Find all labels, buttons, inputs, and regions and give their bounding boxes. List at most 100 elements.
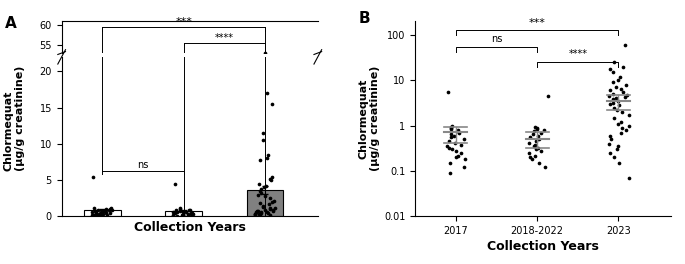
Point — [608, 155, 619, 159]
Point — [95, 210, 106, 214]
Point — [260, 208, 271, 213]
Point — [168, 210, 179, 214]
Point — [267, 200, 278, 204]
Point — [98, 209, 109, 214]
Point — [181, 260, 192, 264]
Point — [443, 139, 454, 144]
Bar — [247, 190, 283, 216]
Point — [607, 92, 618, 96]
Point — [258, 256, 269, 261]
Point — [525, 155, 536, 159]
Point — [266, 102, 277, 106]
Point — [171, 259, 182, 263]
Point — [262, 195, 273, 199]
Point — [101, 262, 112, 264]
Point — [174, 206, 185, 211]
Point — [170, 209, 181, 214]
Point — [101, 258, 112, 263]
Point — [101, 261, 112, 264]
Point — [260, 251, 271, 256]
Point — [445, 125, 456, 129]
Point — [168, 260, 179, 264]
Point — [616, 110, 627, 114]
Point — [185, 208, 196, 212]
Bar — [247, 250, 283, 264]
Point — [265, 196, 276, 200]
Point — [90, 212, 101, 216]
Point — [620, 83, 631, 87]
Point — [256, 191, 266, 195]
Point — [175, 207, 186, 211]
Point — [253, 251, 264, 255]
Point — [249, 212, 260, 216]
Point — [449, 141, 460, 145]
Point — [86, 262, 97, 264]
Point — [530, 125, 540, 129]
Point — [530, 147, 541, 152]
Point — [87, 175, 98, 179]
Point — [259, 185, 270, 190]
Point — [622, 93, 633, 97]
Point — [605, 88, 616, 92]
Point — [265, 258, 276, 263]
Point — [456, 151, 467, 155]
Point — [177, 262, 188, 264]
Point — [607, 101, 618, 105]
Point — [523, 141, 534, 145]
Point — [266, 201, 277, 205]
Point — [178, 261, 189, 264]
Point — [266, 242, 277, 247]
Point — [178, 212, 189, 216]
Point — [265, 206, 276, 210]
Point — [534, 137, 545, 142]
Point — [186, 212, 197, 216]
Point — [446, 126, 457, 130]
Point — [177, 213, 188, 217]
Point — [262, 91, 273, 95]
Point — [443, 90, 453, 94]
Point — [458, 165, 469, 169]
Text: ****: **** — [215, 33, 234, 43]
Point — [264, 261, 275, 264]
Point — [178, 213, 189, 217]
Point — [94, 212, 105, 216]
Point — [95, 211, 106, 216]
Point — [89, 213, 100, 217]
Point — [266, 178, 277, 182]
Point — [441, 144, 452, 148]
Point — [267, 209, 278, 214]
Point — [95, 260, 106, 264]
Point — [605, 134, 616, 138]
Point — [533, 146, 544, 150]
Point — [95, 261, 106, 264]
Point — [255, 231, 266, 235]
Point — [87, 210, 98, 215]
Point — [608, 70, 619, 74]
Point — [616, 131, 627, 135]
Point — [257, 205, 268, 209]
Point — [523, 151, 534, 155]
Point — [92, 262, 103, 264]
Point — [250, 210, 261, 214]
Point — [186, 211, 197, 215]
Point — [612, 108, 623, 112]
Point — [171, 214, 182, 218]
Point — [253, 259, 264, 263]
Point — [103, 208, 114, 213]
Point — [609, 60, 620, 64]
Point — [453, 153, 464, 158]
Point — [255, 255, 266, 259]
Point — [446, 147, 457, 152]
Point — [170, 261, 181, 264]
Point — [177, 213, 188, 218]
Point — [256, 247, 266, 252]
Point — [93, 259, 104, 263]
Point — [458, 137, 469, 142]
Point — [170, 182, 181, 186]
Point — [459, 157, 470, 162]
Point — [452, 129, 463, 133]
Point — [89, 209, 100, 213]
Point — [267, 208, 278, 212]
Text: A: A — [5, 16, 17, 31]
Point — [87, 260, 98, 264]
